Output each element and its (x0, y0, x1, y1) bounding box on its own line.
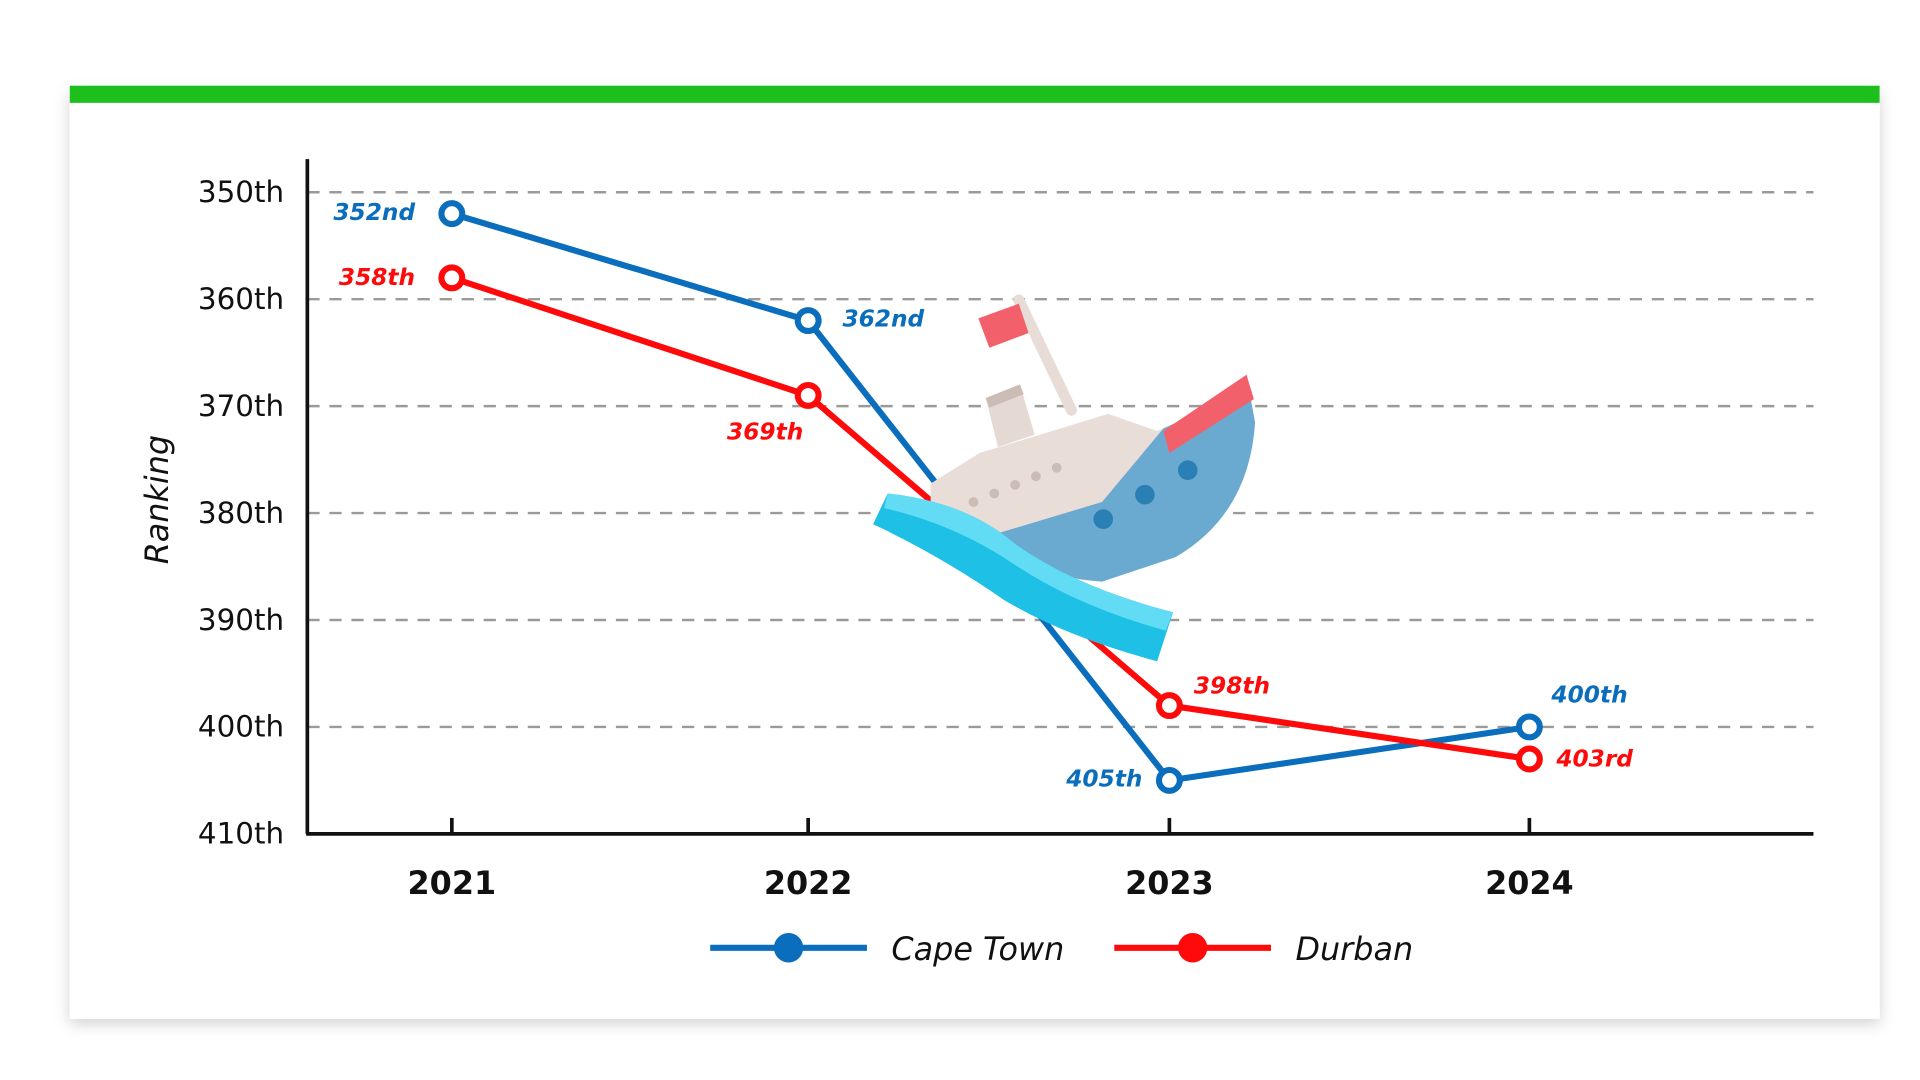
data-point (1155, 692, 1183, 720)
y-tick-label: 380th (198, 496, 284, 530)
y-tick-label: 400th (198, 710, 284, 744)
data-label: 352nd (333, 199, 415, 226)
accent-bar (69, 85, 1880, 103)
data-point (1515, 745, 1543, 773)
data-point (1515, 713, 1543, 741)
data-point (794, 307, 822, 335)
data-label: 405th (1065, 766, 1142, 793)
legend-label: Cape Town (891, 930, 1064, 968)
sinking-ship-illustration (873, 294, 1256, 662)
data-label: 400th (1550, 681, 1627, 708)
data-label: 362nd (842, 306, 924, 333)
x-tick-label: 2022 (764, 864, 853, 902)
data-point (1155, 766, 1183, 794)
data-point (438, 264, 466, 292)
legend-label: Durban (1296, 930, 1414, 968)
data-label: 398th (1194, 672, 1270, 699)
x-tick-label: 2021 (408, 864, 497, 902)
legend-marker (773, 933, 804, 963)
data-point (794, 381, 822, 409)
x-tick-label: 2023 (1125, 864, 1214, 902)
legend-marker (1177, 933, 1208, 963)
y-axis-label: Ranking (138, 435, 176, 564)
data-label: 403rd (1555, 745, 1633, 772)
y-tick-label: 360th (198, 282, 284, 316)
data-label: 358th (339, 264, 415, 291)
y-tick-label: 390th (198, 603, 284, 637)
data-point (438, 200, 466, 228)
data-label: 369th (727, 419, 803, 446)
y-tick-label: 370th (198, 389, 284, 423)
x-tick-label: 2024 (1485, 864, 1574, 902)
y-tick-label: 410th (198, 817, 284, 851)
y-tick-label: 350th (198, 175, 284, 209)
